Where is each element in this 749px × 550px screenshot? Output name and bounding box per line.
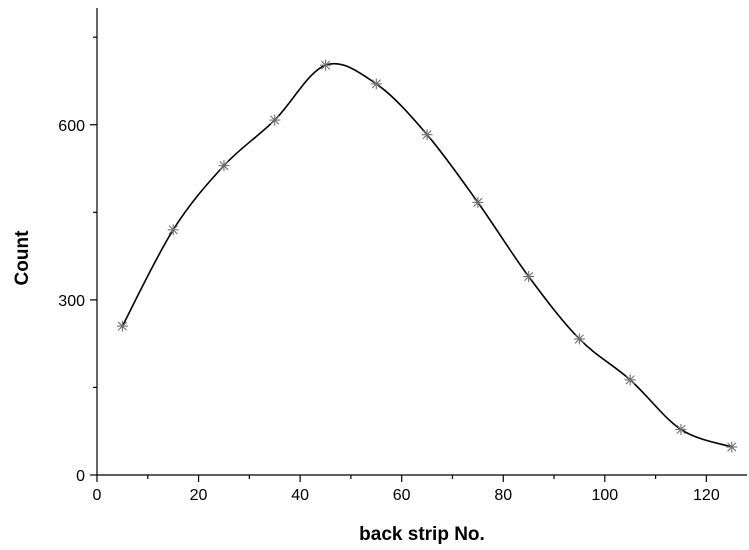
asterisk-stroke	[524, 271, 534, 282]
axes	[96, 8, 747, 476]
x-tick-label: 0	[93, 487, 102, 504]
asterisk-stroke	[219, 161, 229, 171]
data-point	[269, 114, 281, 126]
asterisk-stroke	[168, 225, 178, 235]
x-tick-label: 40	[291, 487, 309, 504]
y-tick-label: 600	[58, 118, 85, 135]
data-point	[726, 441, 738, 453]
ticks: 0 20 40 60 80 100 120 0 300 600	[58, 36, 720, 504]
data-point	[573, 333, 585, 345]
x-axis-title: back strip No.	[359, 524, 485, 545]
y-axis-title: Count	[12, 230, 33, 286]
asterisk-stroke	[422, 130, 432, 140]
x-tick-label: 100	[591, 487, 618, 504]
asterisk-stroke	[727, 442, 737, 452]
y-tick-label: 300	[58, 293, 85, 310]
asterisk-stroke	[270, 115, 280, 125]
markers	[116, 59, 738, 453]
asterisk-stroke	[320, 60, 331, 70]
asterisk-stroke	[473, 197, 483, 207]
asterisk-stroke	[676, 424, 686, 435]
x-tick-label: 20	[190, 487, 208, 504]
series-line	[121, 63, 733, 448]
data-point	[523, 271, 535, 283]
data-point	[472, 196, 484, 208]
asterisk-stroke	[574, 334, 585, 344]
x-tick-label: 60	[393, 487, 411, 504]
asterisk-stroke	[625, 375, 635, 385]
asterisk-stroke	[117, 321, 127, 331]
data-point	[675, 423, 687, 435]
asterisk-stroke	[371, 79, 381, 89]
data-point	[116, 320, 128, 332]
data-point	[421, 129, 433, 141]
data-point	[167, 224, 179, 236]
data-point	[320, 59, 332, 71]
x-tick-label: 120	[693, 487, 720, 504]
data-point	[624, 374, 636, 386]
data-point	[218, 160, 230, 172]
data-point	[370, 78, 382, 90]
y-tick-label: 0	[76, 468, 85, 485]
x-tick-label: 80	[494, 487, 512, 504]
